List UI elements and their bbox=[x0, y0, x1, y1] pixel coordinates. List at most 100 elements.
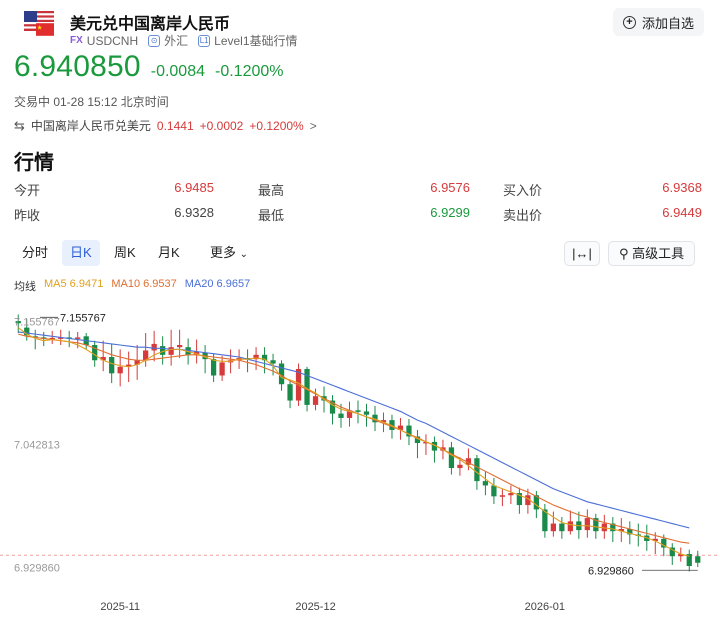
candle-body bbox=[465, 458, 472, 465]
chevron-right-icon: > bbox=[309, 118, 317, 133]
candle-body bbox=[287, 384, 293, 401]
low-value: 6.9299 bbox=[430, 205, 470, 220]
candle-body bbox=[457, 464, 463, 469]
candle-body bbox=[278, 363, 285, 385]
candle-body bbox=[329, 400, 336, 414]
ask-value: 6.9449 bbox=[662, 205, 702, 220]
chevron-down-icon: ⌄ bbox=[239, 249, 249, 260]
reverse-label: 中国离岸人民币兑美元 bbox=[30, 119, 151, 133]
ma-label: 均线 bbox=[14, 281, 36, 293]
level-icon: L1 bbox=[198, 34, 211, 47]
period-tabs: 分时 日K 周K 月K 更多 ⌄ |↔| ⚲ 高级工具 bbox=[14, 240, 706, 268]
candle-body bbox=[431, 441, 438, 451]
expand-chart-button[interactable]: |↔| bbox=[564, 241, 600, 266]
candle-body bbox=[423, 441, 429, 444]
candle-body bbox=[117, 366, 123, 374]
tab-day[interactable]: 日K bbox=[62, 240, 100, 266]
ask-label: 卖出价 bbox=[503, 208, 543, 223]
candle-body bbox=[627, 529, 633, 535]
prev-close-value: 6.9328 bbox=[174, 205, 214, 220]
x-axis-label: 2025-12 bbox=[295, 601, 335, 613]
candle-body bbox=[695, 556, 701, 563]
candle-body bbox=[448, 447, 455, 469]
candle-body bbox=[669, 547, 675, 557]
candle-body bbox=[661, 538, 667, 548]
candle-body bbox=[508, 493, 514, 496]
candle-body bbox=[92, 345, 98, 361]
reverse-change-pct: +0.1200% bbox=[249, 118, 304, 133]
candle-body bbox=[550, 523, 556, 532]
stats-row: 昨收 6.9328 最低 6.9299 卖出价 6.9449 bbox=[14, 205, 706, 230]
tab-more-label: 更多 bbox=[210, 245, 237, 260]
candle-body bbox=[176, 345, 183, 348]
candle-body bbox=[58, 337, 64, 339]
candle-body bbox=[533, 495, 540, 510]
price-change-pct: -0.1200% bbox=[215, 63, 284, 80]
tab-more[interactable]: 更多 ⌄ bbox=[202, 240, 256, 266]
add-watchlist-button[interactable]: + 添加自选 bbox=[612, 8, 704, 36]
stats-table: 今开 6.9485 最高 6.9576 买入价 6.9368 昨收 6.9328… bbox=[14, 180, 706, 230]
candle-body bbox=[109, 356, 115, 374]
candle-body bbox=[593, 518, 599, 532]
page-title: 美元兑中国离岸人民币 bbox=[70, 16, 231, 33]
candle-body bbox=[678, 554, 684, 557]
max-price-label: 7.155767 bbox=[60, 312, 106, 324]
candle-body bbox=[168, 347, 174, 355]
candle-body bbox=[160, 346, 166, 355]
candle-body bbox=[474, 458, 480, 482]
y-tick-label: 7.042813 bbox=[14, 439, 60, 451]
price-row: 6.940850 -0.0084 -0.1200% bbox=[14, 50, 284, 84]
bid-value: 6.9368 bbox=[662, 180, 702, 195]
candle-body bbox=[355, 410, 361, 412]
candle-body bbox=[338, 413, 344, 418]
advanced-tools-button[interactable]: ⚲ 高级工具 bbox=[608, 241, 696, 266]
candle-body bbox=[542, 509, 548, 532]
plus-icon: + bbox=[622, 15, 636, 29]
candle-body bbox=[406, 425, 412, 437]
tab-intraday[interactable]: 分时 bbox=[22, 245, 49, 260]
candle-body bbox=[516, 493, 523, 506]
candle-body bbox=[397, 425, 404, 430]
candle-body bbox=[151, 343, 157, 351]
candle-body bbox=[210, 359, 217, 376]
candle-body bbox=[618, 529, 624, 532]
symbol-info: FX USDCNH ⊙ 外汇 L1 Level1基础行情 bbox=[70, 32, 298, 49]
candle-body bbox=[346, 410, 353, 418]
price-change: -0.0084 bbox=[150, 63, 205, 80]
candle-body bbox=[380, 420, 387, 423]
cn-flag-icon bbox=[36, 23, 54, 36]
reverse-quote-link[interactable]: ⇆ 中国离岸人民币兑美元 0.1441 +0.0002 +0.1200% > bbox=[14, 117, 317, 134]
ma20-line bbox=[18, 331, 690, 529]
y-tick-label: 7.155767 bbox=[14, 316, 60, 328]
ma10-value: MA10 6.9537 bbox=[111, 278, 177, 290]
candle-body bbox=[363, 411, 370, 415]
stats-row: 今开 6.9485 最高 6.9576 买入价 6.9368 bbox=[14, 180, 706, 205]
tab-month[interactable]: 月K bbox=[158, 245, 180, 260]
y-tick-label: 6.929860 bbox=[14, 562, 60, 574]
candle-body bbox=[304, 368, 310, 405]
kline-chart[interactable]: 7.155767 7.042813 6.929860 7.155767 6.929860… bbox=[0, 296, 720, 619]
candle-body bbox=[253, 354, 259, 360]
low-label: 最低 bbox=[258, 208, 285, 223]
candle-body bbox=[525, 495, 531, 506]
candle-body bbox=[134, 360, 140, 365]
ma5-value: MA5 6.9471 bbox=[44, 278, 104, 290]
tools-icon: ⚲ bbox=[619, 246, 629, 261]
high-value: 6.9576 bbox=[430, 180, 470, 195]
swap-icon: ⇆ bbox=[14, 117, 25, 133]
min-price-label: 6.929860 bbox=[588, 565, 634, 577]
ma-legend: 均线 MA5 6.9471 MA10 6.9537 MA20 6.9657 bbox=[14, 278, 250, 294]
candle-body bbox=[414, 436, 421, 443]
candle-body bbox=[686, 554, 692, 567]
candle-body bbox=[126, 364, 132, 367]
candle-body bbox=[100, 356, 106, 361]
x-axis-label: 2025-11 bbox=[100, 601, 140, 613]
candle-body bbox=[49, 337, 55, 340]
advanced-tools-label: 高级工具 bbox=[632, 246, 685, 261]
candle-body bbox=[610, 523, 616, 532]
market-tag: 外汇 bbox=[164, 34, 189, 48]
level-tag: Level1基础行情 bbox=[214, 34, 298, 48]
tab-week[interactable]: 周K bbox=[114, 245, 136, 260]
trading-status: 交易中 01-28 15:12 北京时间 bbox=[14, 95, 169, 109]
open-value: 6.9485 bbox=[174, 180, 214, 195]
